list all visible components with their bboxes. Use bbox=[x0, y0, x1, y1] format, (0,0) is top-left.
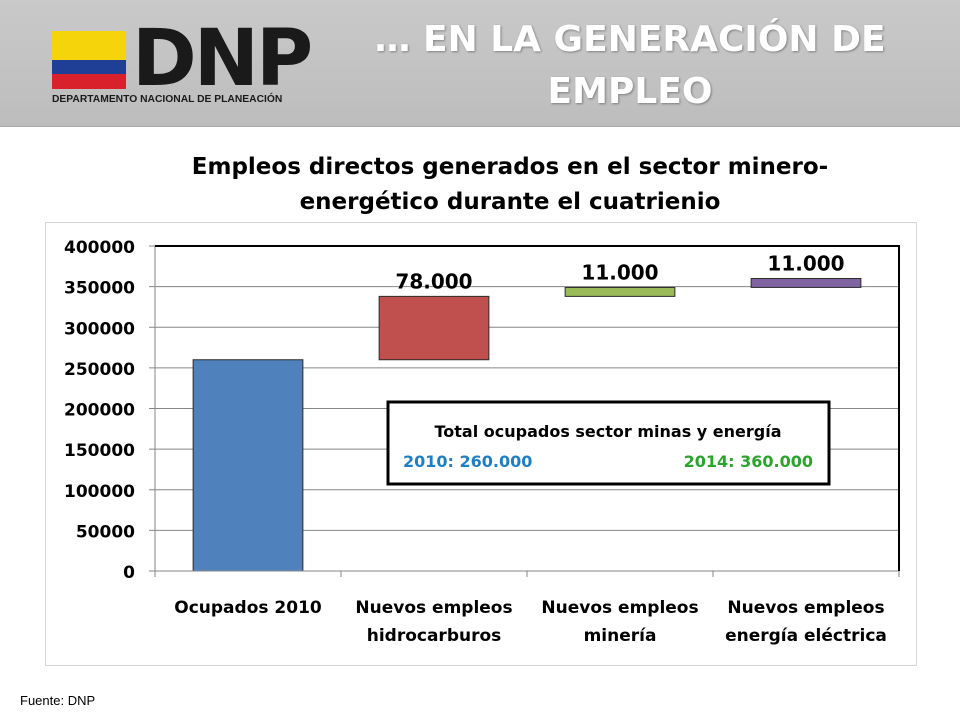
bar-value-label: 11.000 bbox=[581, 260, 658, 284]
y-tick-label: 50000 bbox=[76, 522, 135, 542]
bar bbox=[564, 286, 676, 297]
bar-value-label: 78.000 bbox=[395, 269, 472, 293]
x-category-label: energía eléctrica bbox=[725, 626, 887, 646]
annotation-title: Total ocupados sector minas y energía bbox=[434, 422, 781, 441]
bar bbox=[750, 278, 862, 288]
y-tick-label: 200000 bbox=[64, 401, 135, 421]
flag-yellow-stripe bbox=[52, 31, 126, 60]
x-category-label: Nuevos empleos bbox=[355, 598, 512, 618]
chart-title: Empleos directos generados en el sector … bbox=[150, 150, 870, 220]
slide-title: … EN LA GENERACIÓN DE EMPLEO bbox=[370, 14, 890, 118]
colombia-flag-icon bbox=[52, 31, 126, 89]
y-tick-label: 400000 bbox=[64, 238, 135, 258]
x-category-label: Nuevos empleos bbox=[541, 598, 698, 618]
x-category-label: hidrocarburos bbox=[367, 626, 502, 646]
dnp-logo-subtitle: DEPARTAMENTO NACIONAL DE PLANEACIÓN bbox=[52, 94, 283, 105]
chart-title-line2: energético durante el cuatrienio bbox=[299, 189, 721, 215]
x-category-label: Ocupados 2010 bbox=[174, 598, 322, 618]
source-note: Fuente: DNP bbox=[20, 693, 96, 708]
annotation-2014-total: 2014: 360.000 bbox=[684, 452, 813, 471]
y-tick-label: 150000 bbox=[64, 441, 135, 461]
y-tick-label: 300000 bbox=[64, 319, 135, 339]
y-tick-label: 0 bbox=[123, 563, 135, 583]
y-tick-label: 100000 bbox=[64, 482, 135, 502]
y-tick-label: 350000 bbox=[64, 279, 135, 299]
annotation-2010-total: 2010: 260.000 bbox=[403, 452, 532, 471]
flag-red-stripe bbox=[52, 74, 126, 89]
x-category-label: minería bbox=[584, 626, 657, 646]
dnp-logo-text: DNP bbox=[132, 14, 313, 104]
flag-blue-stripe bbox=[52, 60, 126, 74]
slide-header: DNP DEPARTAMENTO NACIONAL DE PLANEACIÓN … bbox=[0, 0, 960, 127]
bar bbox=[378, 295, 490, 361]
slide-title-line2: EMPLEO bbox=[547, 71, 713, 112]
bar bbox=[192, 359, 304, 572]
plot-area-border bbox=[155, 245, 900, 571]
chart-title-line1: Empleos directos generados en el sector … bbox=[191, 154, 829, 180]
x-category-label: Nuevos empleos bbox=[727, 598, 884, 618]
bar-value-label: 11.000 bbox=[767, 252, 844, 276]
slide-title-line1: … EN LA GENERACIÓN DE bbox=[374, 19, 886, 60]
annotation-box bbox=[386, 400, 831, 486]
y-tick-label: 250000 bbox=[64, 360, 135, 380]
